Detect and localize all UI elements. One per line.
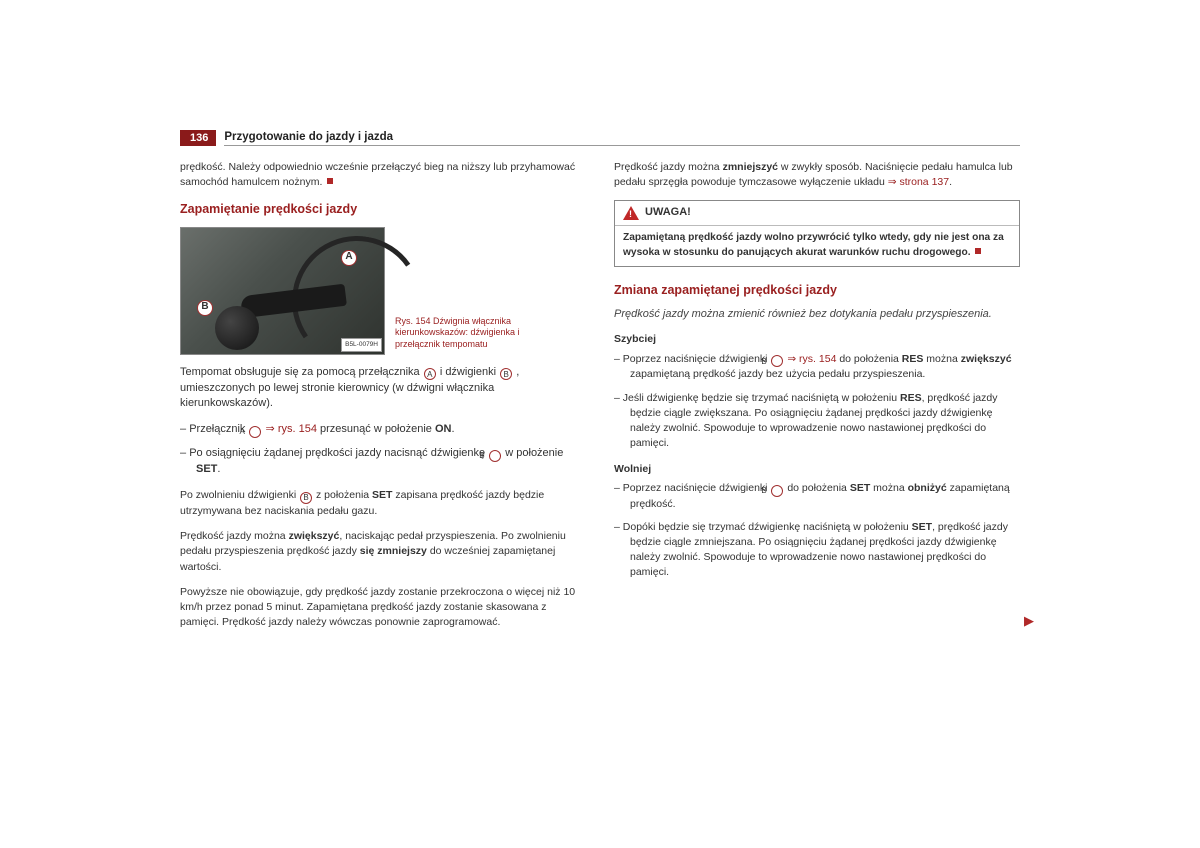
- circle-a-icon: A: [249, 426, 261, 438]
- warning-box: UWAGA! Zapamiętaną prędkość jazdy wolno …: [614, 200, 1020, 267]
- warning-title: UWAGA!: [645, 205, 691, 221]
- text: Po zwolnieniu dźwigienki: [180, 489, 299, 501]
- instruction-list: Przełącznik A ⇒ rys. 154 przesunąć w poł…: [180, 422, 586, 478]
- text: przesunąć w położenie: [317, 423, 435, 435]
- keyword: SET: [912, 521, 932, 533]
- content-columns: prędkość. Należy odpowiednio wcześnie pr…: [180, 160, 1020, 641]
- page-header: 136 Przygotowanie do jazdy i jazda: [180, 130, 1020, 146]
- left-column: prędkość. Należy odpowiednio wcześnie pr…: [180, 160, 586, 641]
- right-column: Prędkość jazdy można zmniejszyć w zwykły…: [614, 160, 1020, 641]
- tempomat-paragraph: Tempomat obsługuje się za pomocą przełąc…: [180, 365, 586, 413]
- section-end-icon: [327, 178, 333, 184]
- figure-reference: ⇒ rys. 154: [266, 423, 317, 435]
- subheading-faster: Szybciej: [614, 332, 1020, 347]
- list-item: Dopóki będzie się trzymać dźwigienkę nac…: [614, 520, 1020, 581]
- figure-reference: ⇒ rys. 154: [784, 353, 836, 365]
- text: Prędkość jazdy można: [614, 161, 723, 173]
- text: zapamiętaną prędkość jazdy bez użycia pe…: [630, 368, 925, 380]
- keyword: obniżyć: [908, 482, 947, 494]
- marker-a: A: [341, 250, 357, 266]
- text: Dopóki będzie się trzymać dźwigienkę nac…: [623, 521, 912, 533]
- text: Po osiągnięciu żądanej prędkości jazdy n…: [189, 447, 488, 459]
- warning-body: Zapamiętaną prędkość jazdy wolno przywró…: [615, 226, 1019, 266]
- keyword: ON: [435, 423, 452, 435]
- section-end-icon: [975, 248, 981, 254]
- text: i dźwigienki: [440, 366, 499, 378]
- keyword: SET: [850, 482, 870, 494]
- paragraph: Prędkość jazdy można zwiększyć, naciskaj…: [180, 529, 586, 575]
- paragraph: Powyższe nie obowiązuje, gdy prędkość ja…: [180, 585, 586, 631]
- text: Jeśli dźwigienkę będzie się trzymać naci…: [623, 392, 900, 404]
- keyword: SET: [196, 463, 217, 475]
- keyword: zwiększyć: [289, 530, 340, 542]
- list-item: Jeśli dźwigienkę będzie się trzymać naci…: [614, 391, 1020, 452]
- warning-text: Zapamiętaną prędkość jazdy wolno przywró…: [623, 232, 1004, 257]
- circle-b-icon: B: [500, 368, 512, 380]
- text: .: [217, 463, 220, 475]
- knob-illustration: [215, 306, 259, 350]
- intro-text: prędkość. Należy odpowiednio wcześnie pr…: [180, 161, 575, 188]
- page-title: Przygotowanie do jazdy i jazda: [224, 131, 1020, 146]
- keyword: RES: [900, 392, 922, 404]
- page-number-badge: 136: [180, 130, 216, 146]
- circle-b-icon: B: [771, 355, 783, 367]
- lead-paragraph: Prędkość jazdy można zmienić również bez…: [614, 307, 1020, 322]
- list-item: Przełącznik A ⇒ rys. 154 przesunąć w poł…: [180, 422, 586, 438]
- text: .: [451, 423, 454, 435]
- text: .: [949, 176, 952, 188]
- figure-154: A B Rys. 154 Dźwignia włącznika kierunko…: [180, 227, 586, 355]
- text: Tempomat obsługuje się za pomocą przełąc…: [180, 366, 423, 378]
- faster-list: Poprzez naciśnięcie dźwigienki B ⇒ rys. …: [614, 352, 1020, 452]
- text: do położenia: [784, 482, 849, 494]
- keyword: zwiększyć: [961, 353, 1012, 365]
- warning-triangle-icon: [623, 206, 639, 220]
- heading-change-speed: Zmiana zapamiętanej prędkości jazdy: [614, 281, 1020, 299]
- keyword: się zmniejszy: [360, 545, 427, 557]
- page-reference: ⇒ strona 137: [888, 176, 949, 188]
- circle-b-icon: B: [300, 492, 312, 504]
- figure-image: A B: [180, 227, 385, 355]
- intro-paragraph: prędkość. Należy odpowiednio wcześnie pr…: [180, 160, 586, 190]
- keyword: RES: [902, 353, 924, 365]
- slower-list: Poprzez naciśnięcie dźwigienki B do poło…: [614, 481, 1020, 581]
- manual-page: 136 Przygotowanie do jazdy i jazda prędk…: [180, 130, 1020, 641]
- text: można: [870, 482, 907, 494]
- paragraph: Po zwolnieniu dźwigienki B z położenia S…: [180, 488, 586, 519]
- heading-save-speed: Zapamiętanie prędkości jazdy: [180, 200, 586, 218]
- list-item: Poprzez naciśnięcie dźwigienki B do poło…: [614, 481, 1020, 512]
- keyword: zmniejszyć: [723, 161, 778, 173]
- text: Prędkość jazdy można: [180, 530, 289, 542]
- list-item: Poprzez naciśnięcie dźwigienki B ⇒ rys. …: [614, 352, 1020, 383]
- text: Poprzez naciśnięcie dźwigienki: [623, 482, 771, 494]
- text: z położenia: [313, 489, 372, 501]
- list-item: Po osiągnięciu żądanej prędkości jazdy n…: [180, 446, 586, 478]
- warning-header: UWAGA!: [615, 201, 1019, 226]
- subheading-slower: Wolniej: [614, 462, 1020, 477]
- continue-arrow-icon: ▶: [1024, 612, 1034, 631]
- paragraph: Prędkość jazdy można zmniejszyć w zwykły…: [614, 160, 1020, 190]
- circle-a-icon: A: [424, 368, 436, 380]
- marker-b: B: [197, 300, 213, 316]
- text: można: [923, 353, 960, 365]
- circle-b-icon: B: [489, 450, 501, 462]
- text: Poprzez naciśnięcie dźwigienki: [623, 353, 771, 365]
- circle-b-icon: B: [771, 485, 783, 497]
- text: do położenia: [836, 353, 901, 365]
- text: w położenie: [502, 447, 563, 459]
- keyword: SET: [372, 489, 392, 501]
